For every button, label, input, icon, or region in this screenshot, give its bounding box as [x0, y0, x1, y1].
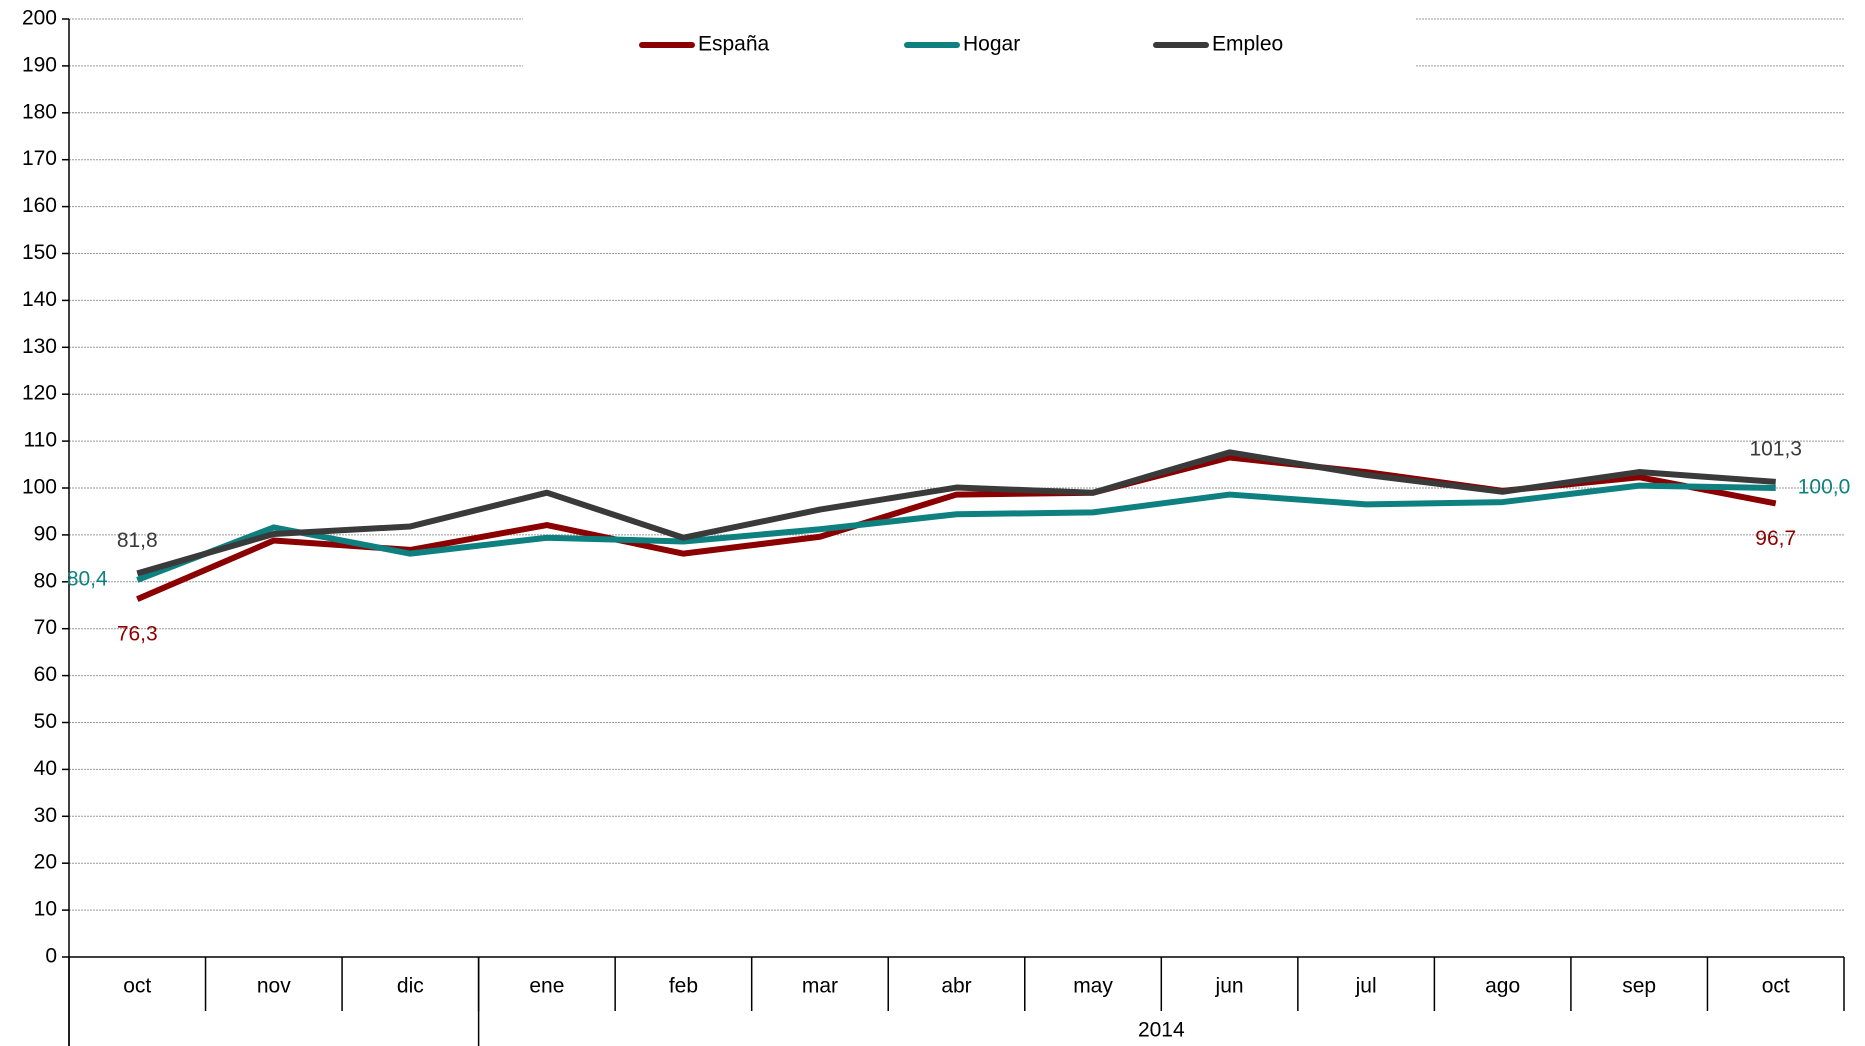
- data-label: 100,0: [1798, 476, 1851, 499]
- y-tick-label: 140: [22, 288, 57, 311]
- x-tick-label: sep: [1622, 975, 1656, 998]
- series-line: [136, 449, 1776, 577]
- legend-label: España: [698, 33, 770, 56]
- legend-label: Hogar: [963, 33, 1020, 56]
- x-tick-label: ene: [529, 975, 564, 998]
- y-tick-label: 160: [22, 194, 57, 217]
- x-tick-label: mar: [802, 975, 838, 998]
- y-tick-label: 150: [22, 241, 57, 264]
- legend-box: [523, 0, 1416, 67]
- data-label: 81,8: [117, 529, 158, 552]
- group-label: 2014: [1138, 1019, 1185, 1042]
- y-tick-label: 200: [22, 7, 57, 30]
- y-tick-label: 10: [34, 898, 57, 921]
- x-tick-label: ago: [1485, 975, 1520, 998]
- y-tick-label: 180: [22, 100, 57, 123]
- x-tick-label: abr: [941, 975, 971, 998]
- y-tick-label: 120: [22, 382, 57, 405]
- data-label: 101,3: [1749, 437, 1802, 460]
- y-tick-label: 20: [34, 851, 57, 874]
- data-label: 76,3: [117, 623, 158, 646]
- y-tick-label: 0: [45, 945, 57, 968]
- x-tick-label: may: [1073, 975, 1113, 998]
- y-tick-label: 40: [34, 757, 57, 780]
- data-label: 96,7: [1755, 527, 1796, 550]
- y-tick-label: 100: [22, 476, 57, 499]
- x-tick-label: jul: [1355, 975, 1377, 998]
- y-tick-label: 130: [22, 335, 57, 358]
- x-tick-label: oct: [1762, 975, 1790, 998]
- y-tick-label: 90: [34, 522, 57, 545]
- x-tick-label: feb: [669, 975, 698, 998]
- x-tick-label: dic: [397, 975, 424, 998]
- y-tick-label: 60: [34, 663, 57, 686]
- data-label: 80,4: [67, 567, 108, 590]
- y-tick-label: 30: [34, 804, 57, 827]
- x-tick-label: nov: [257, 975, 291, 998]
- legend-label: Empleo: [1212, 33, 1283, 56]
- y-tick-label: 70: [34, 616, 57, 639]
- series-line: [136, 482, 1776, 583]
- y-tick-label: 50: [34, 710, 57, 733]
- x-tick-label: jun: [1215, 975, 1244, 998]
- y-tick-label: 170: [22, 147, 57, 170]
- y-tick-label: 80: [34, 569, 57, 592]
- y-tick-label: 190: [22, 53, 57, 76]
- x-tick-label: oct: [123, 975, 151, 998]
- y-tick-label: 110: [24, 429, 57, 452]
